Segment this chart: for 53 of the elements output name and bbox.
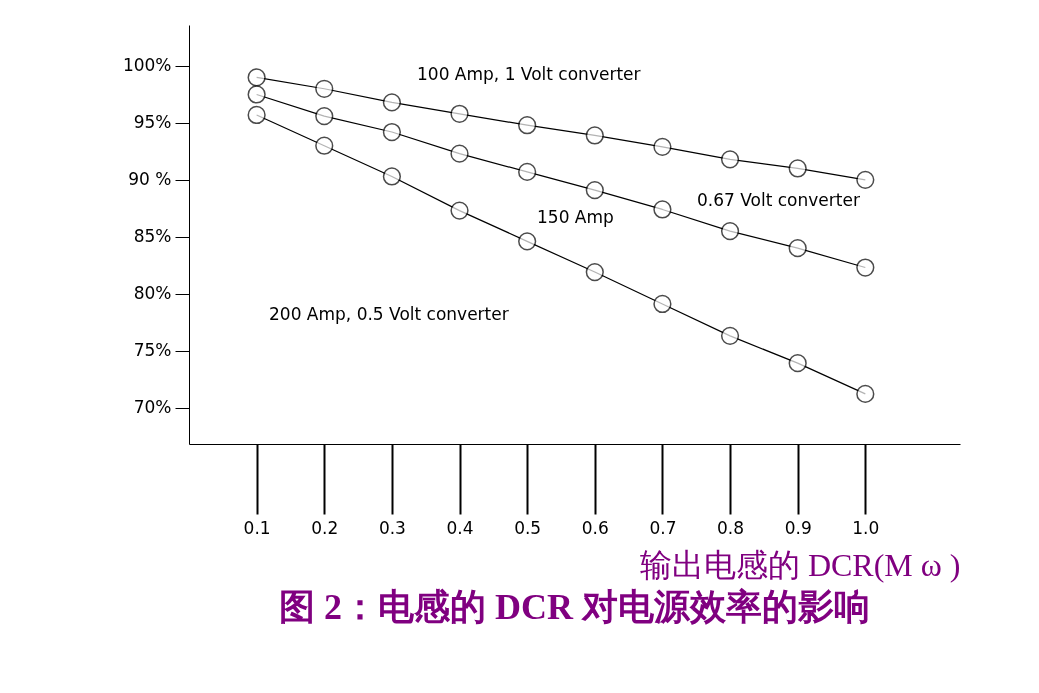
x-tick-label: 0.5 — [514, 517, 542, 538]
point — [585, 262, 604, 282]
y-tick-label: 75% — [133, 340, 172, 361]
point — [518, 162, 537, 181]
point — [247, 68, 266, 87]
y-tick-label: 70% — [133, 397, 172, 418]
point — [518, 232, 537, 251]
point — [653, 294, 672, 314]
y-tick-label: 85% — [133, 226, 172, 247]
point — [247, 85, 266, 104]
point — [518, 116, 537, 135]
point — [315, 106, 334, 126]
point — [856, 384, 875, 403]
point — [382, 122, 402, 142]
point — [450, 104, 469, 123]
x-tick-label: 0.3 — [378, 517, 406, 538]
point — [720, 326, 740, 345]
point — [247, 105, 266, 125]
annotation: 150 Amp — [537, 207, 614, 227]
point — [450, 144, 469, 163]
point — [788, 354, 807, 373]
annotation: 0.67 Volt converter — [697, 190, 860, 210]
x-tick-label: 1.0 — [852, 517, 880, 538]
point — [856, 170, 875, 189]
point — [450, 201, 469, 220]
annotation: 100 Amp, 1 Volt converter — [417, 64, 641, 84]
y-tick-label: 95% — [133, 112, 172, 133]
point — [315, 136, 334, 155]
point — [788, 239, 807, 258]
point — [382, 167, 402, 186]
point — [585, 180, 604, 200]
point — [720, 150, 740, 169]
y-tick-label: 100% — [122, 55, 172, 76]
point — [382, 93, 402, 112]
x-tick-label: 0.2 — [311, 517, 339, 538]
point — [315, 79, 334, 98]
text: 图 2：电感的 DCR 对电源效率的影响 — [279, 587, 870, 627]
point — [720, 221, 740, 241]
point — [788, 159, 807, 178]
point — [653, 137, 672, 156]
x-tick-label: 0.1 — [243, 517, 271, 538]
x-tick-label: 0.6 — [581, 517, 609, 538]
point — [856, 258, 875, 277]
point — [653, 200, 672, 219]
x-tick-label: 0.9 — [784, 517, 812, 538]
point — [585, 126, 604, 145]
x-tick-label: 0.4 — [446, 517, 474, 538]
x-tick-label: 0.8 — [717, 517, 745, 538]
y-tick-label: 80% — [133, 283, 172, 304]
annotation: 200 Amp, 0.5 Volt converter — [269, 304, 509, 324]
x-tick-label: 0.7 — [649, 517, 677, 538]
y-tick-label: 90 % — [128, 169, 172, 190]
x-axis-title: 输出电感的 DCR(M ω ) — [639, 546, 961, 583]
